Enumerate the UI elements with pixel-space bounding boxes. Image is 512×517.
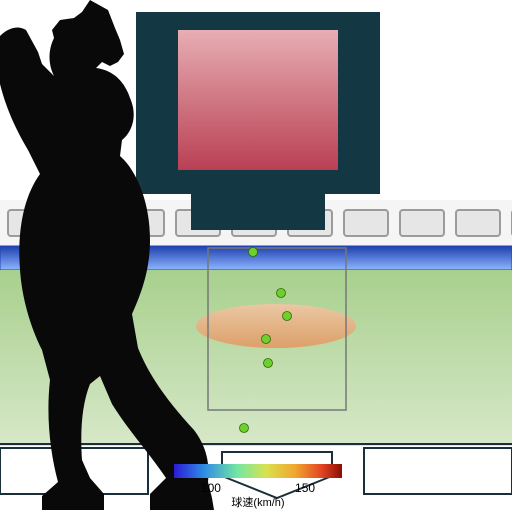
pitch-marker xyxy=(262,335,271,344)
colorbar-tick: 100 xyxy=(201,481,221,495)
speed-colorbar xyxy=(174,464,342,478)
stand-seat xyxy=(400,210,444,236)
pitch-location-chart: 100 150 球速(km/h) xyxy=(0,0,512,512)
stand-seat xyxy=(456,210,500,236)
pitch-marker xyxy=(249,248,258,257)
stand-seat xyxy=(344,210,388,236)
scoreboard-tab-front xyxy=(191,194,325,230)
pitch-marker xyxy=(283,312,292,321)
pitch-marker xyxy=(264,359,273,368)
scoreboard-screen xyxy=(178,30,338,170)
stage-svg: 100 150 球速(km/h) xyxy=(0,0,512,512)
colorbar-tick: 150 xyxy=(295,481,315,495)
pitch-marker xyxy=(240,424,249,433)
pitchers-mound xyxy=(196,304,356,348)
colorbar-label: 球速(km/h) xyxy=(231,495,284,509)
pitch-marker xyxy=(277,289,286,298)
